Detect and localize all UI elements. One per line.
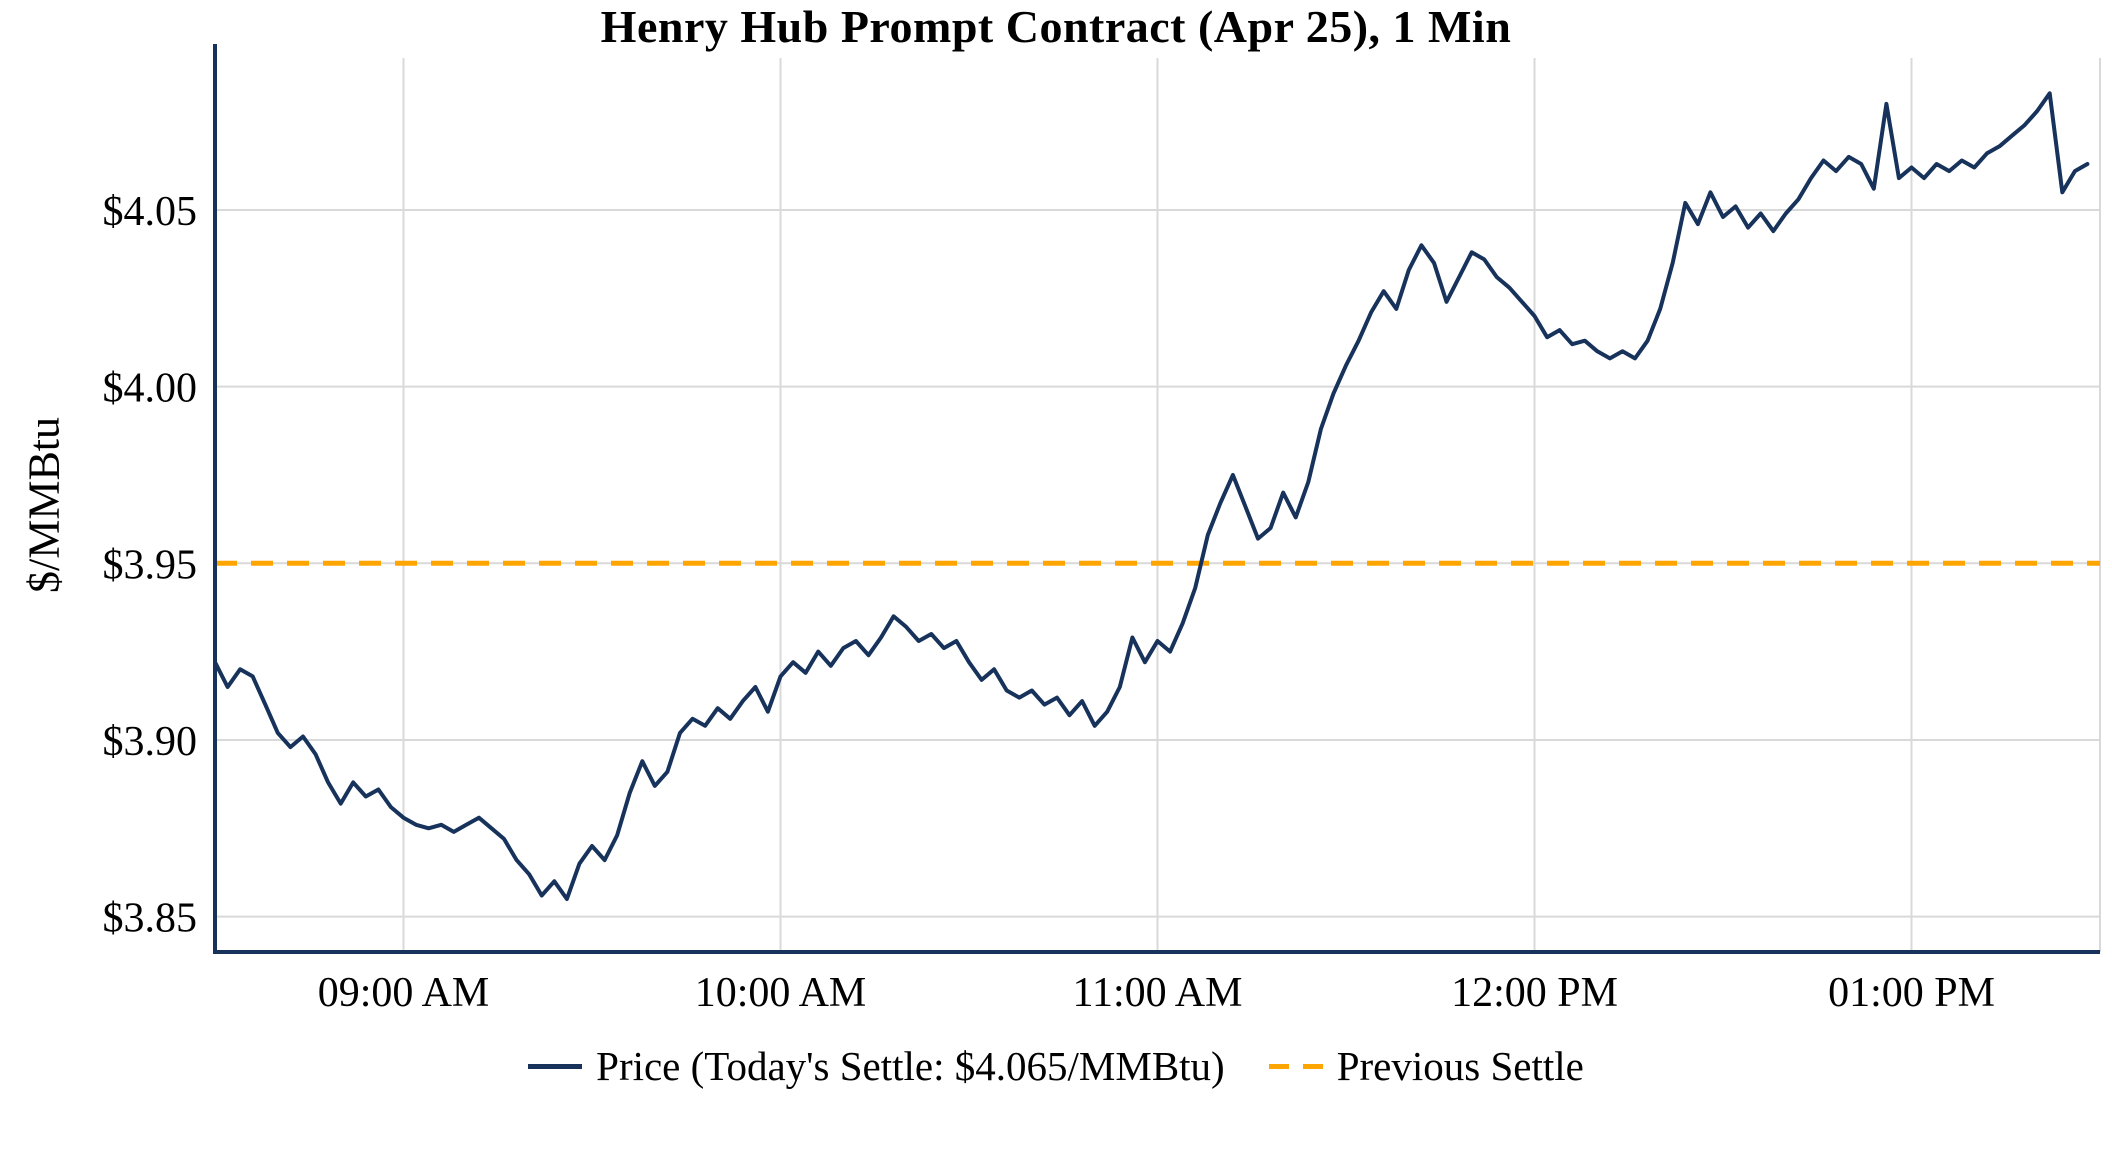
legend-price-label: Price (Today's Settle: $4.065/MMBtu) (596, 1043, 1225, 1089)
y-tick-label: $4.00 (103, 366, 198, 412)
price-line (213, 91, 2090, 901)
y-tick-label: $4.05 (103, 189, 198, 235)
y-tick-label: $3.85 (103, 896, 198, 942)
x-tick-label: 12:00 PM (1451, 970, 1618, 1016)
x-tick-label: 10:00 AM (695, 970, 867, 1016)
legend-previous-settle-label: Previous Settle (1336, 1043, 1584, 1089)
legend: Price (Today's Settle: $4.065/MMBtu) Pre… (0, 1042, 2112, 1090)
price-line-swatch (528, 1063, 583, 1069)
x-tick-label: 01:00 PM (1828, 970, 1995, 1016)
y-tick-label: $3.90 (103, 719, 198, 765)
y-tick-label: $3.95 (103, 542, 198, 588)
previous-settle-swatch (1268, 1063, 1323, 1069)
chart-title: Henry Hub Prompt Contract (Apr 25), 1 Mi… (600, 1, 1512, 52)
x-tick-label: 11:00 AM (1073, 970, 1243, 1016)
x-tick-label: 09:00 AM (318, 970, 490, 1016)
